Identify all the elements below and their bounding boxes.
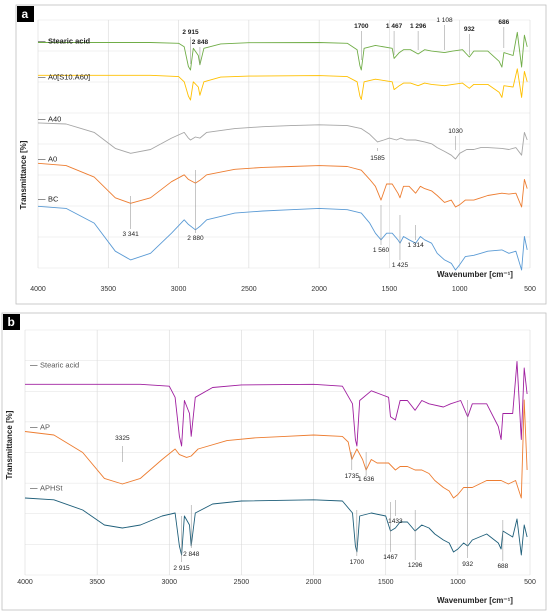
panel-a-x-ticks: 4000 3500 3000 2500 2000 1500 1000 500	[30, 286, 536, 293]
series-name-label: A0[S10.A60]	[48, 73, 90, 82]
peak-annotation: 2 848	[183, 551, 200, 558]
panel-a-grid	[37, 19, 531, 269]
peak-annotation: 932	[462, 561, 473, 568]
x-tick-label: 500	[524, 286, 536, 293]
series-marker: —	[38, 37, 46, 46]
panel-a-border	[15, 4, 547, 305]
x-tick-label: 4000	[30, 286, 46, 293]
series-marker: —	[30, 361, 38, 370]
peak-annotation: 1700	[354, 23, 369, 30]
panel-b-grid	[24, 329, 531, 576]
peak-annotation: 1 425	[392, 262, 409, 269]
series-marker: —	[38, 115, 46, 124]
series-marker: —	[30, 484, 38, 493]
x-tick-label: 2000	[311, 286, 327, 293]
peak-annotation: 3325	[115, 435, 130, 442]
peak-annotation: 1433	[388, 518, 403, 525]
peak-annotation: 1030	[448, 128, 463, 135]
panel-a: a — Stearic acid— A0[S10.A60]— A40— A0— BC 2 …	[15, 4, 547, 305]
x-tick-label: 1500	[382, 286, 398, 293]
panel-a-ylabel: Transmittance [%]	[19, 140, 28, 209]
series-name-label: A0	[48, 155, 57, 164]
panel-b-xlabel: Wavenumber [cm⁻¹]	[437, 596, 513, 605]
x-tick-label: 3000	[161, 579, 177, 586]
x-tick-label: 1000	[450, 579, 466, 586]
peak-annotation: 1 560	[373, 247, 390, 254]
panel-b-x-ticks: 4000 3500 3000 2500 2000 1500 1000 500	[17, 579, 536, 586]
peak-annotation: 1 108	[436, 17, 453, 24]
series-name-label: APHSt	[40, 484, 63, 493]
peak-annotation: 1700	[350, 559, 365, 566]
series-name-label: Stearic acid	[48, 37, 91, 46]
panel-b-ylabel: Transmittance [%]	[5, 410, 14, 479]
series-name-label: BC	[48, 195, 59, 204]
peak-annotation: 1735	[345, 473, 360, 480]
series-line-a0	[37, 162, 528, 208]
panel-b-letter-box	[3, 314, 20, 330]
peak-annotation: 932	[464, 26, 475, 33]
x-tick-label: 3500	[100, 286, 116, 293]
x-tick-label: 2000	[306, 579, 322, 586]
x-tick-label: 500	[524, 579, 536, 586]
peak-annotation: 1585	[370, 155, 385, 162]
series-name-label: Stearic acid	[40, 361, 79, 370]
panel-b-series-labels: — Stearic acid— AP— APHSt	[30, 361, 79, 493]
peak-annotation: 1 636	[358, 476, 375, 483]
peak-annotation: 688	[497, 563, 508, 570]
series-marker: —	[38, 155, 46, 164]
series-line-stearic-acid	[38, 31, 528, 71]
peak-annotation: 2 880	[187, 235, 204, 242]
series-marker: —	[38, 195, 46, 204]
x-tick-label: 1500	[378, 579, 394, 586]
series-name-label: AP	[40, 423, 50, 432]
panel-b-letter: b	[8, 315, 15, 329]
peak-annotation: 1 467	[386, 23, 403, 30]
panel-b-border	[1, 312, 547, 611]
x-tick-label: 3000	[171, 286, 187, 293]
series-line-ap	[24, 399, 528, 499]
panel-a-xlabel: Wavenumber [cm⁻¹]	[437, 270, 513, 279]
series-name-label: A40	[48, 115, 61, 124]
panel-a-letter: a	[22, 7, 29, 21]
peak-annotation: 2 915	[173, 565, 190, 572]
x-tick-label: 2500	[234, 579, 250, 586]
series-line-stearic-acid	[25, 361, 528, 447]
peak-annotation: 686	[498, 19, 509, 26]
peak-annotation: 1 314	[407, 242, 424, 249]
panel-a-series-labels: — Stearic acid— A0[S10.A60]— A40— A0— BC	[38, 37, 91, 204]
panel-a-annotations: 2 915 2 848 1700 1 467 1 296 1 108 932 686 1030 1…	[122, 17, 509, 269]
x-tick-label: 4000	[17, 579, 33, 586]
x-tick-label: 3500	[89, 579, 105, 586]
peak-annotation: 2 848	[192, 39, 209, 46]
peak-annotation: 1467	[383, 554, 398, 561]
peak-annotation: 1296	[408, 562, 423, 569]
x-tick-label: 2500	[241, 286, 257, 293]
series-line-bc	[37, 205, 528, 271]
series-marker: —	[30, 423, 38, 432]
series-line-a40	[37, 122, 528, 160]
panel-a-letter-box	[17, 6, 34, 22]
peak-annotation: 3 341	[122, 231, 139, 238]
x-tick-label: 1000	[452, 286, 468, 293]
series-line-a0-s10-a60-	[38, 68, 528, 101]
peak-annotation: 2 915	[182, 29, 199, 36]
peak-annotation: 1 296	[410, 23, 427, 30]
panel-a-series	[37, 31, 528, 271]
series-marker: —	[38, 73, 46, 82]
